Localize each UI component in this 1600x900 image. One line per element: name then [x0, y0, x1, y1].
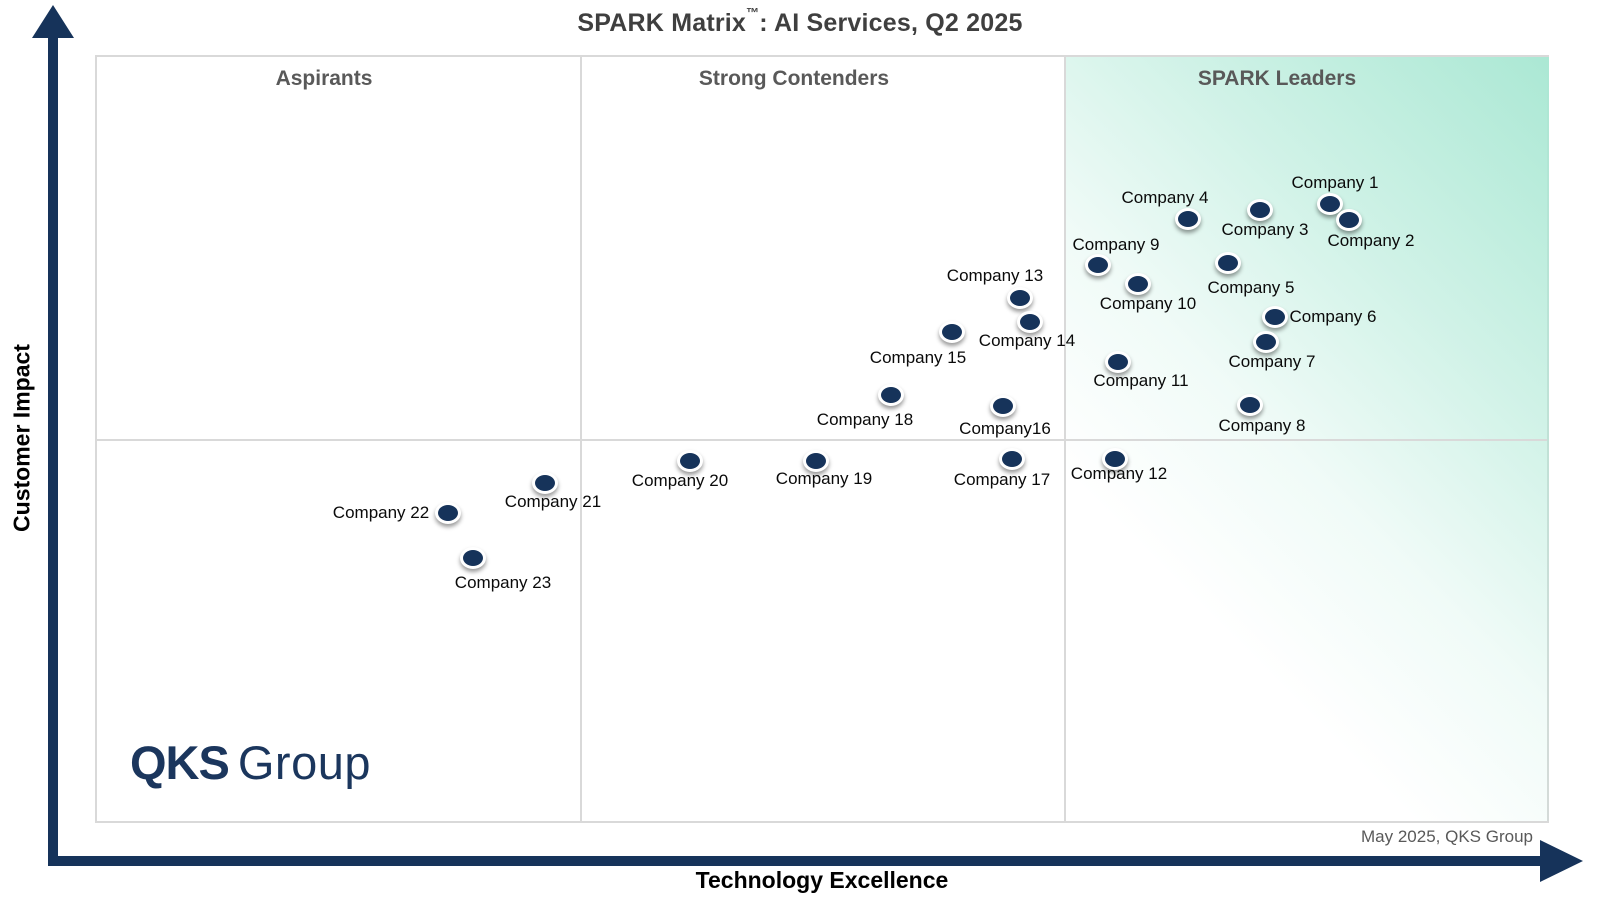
company-dot — [1336, 209, 1362, 231]
company-dot — [1017, 311, 1043, 333]
footer-note: May 2025, QKS Group — [1361, 827, 1533, 846]
y-axis-title: Customer Impact — [8, 344, 35, 532]
quadrant-label-spark-leaders: SPARK Leaders — [1197, 67, 1357, 90]
company-dot — [435, 502, 461, 524]
company-dot — [1247, 199, 1273, 221]
quadrant-midline — [97, 439, 1547, 441]
company-label: Company 9 — [1072, 235, 1160, 254]
logo-text-bold: QKS — [130, 736, 230, 789]
company-dot — [803, 450, 829, 472]
chart-title-rest: : AI Services, Q2 2025 — [759, 9, 1023, 37]
company-label: Company 8 — [1218, 416, 1306, 435]
quadrant-label-strong-contenders: Strong Contenders — [698, 67, 890, 90]
y-axis-line — [48, 34, 58, 866]
company-label: Company 15 — [869, 348, 967, 367]
company-label: Company 2 — [1327, 231, 1415, 250]
company-dot — [1175, 208, 1201, 230]
company-dot — [1215, 252, 1241, 274]
chart-title: SPARK Matrix™: AI Services, Q2 2025 — [0, 5, 1600, 38]
plot-area: Aspirants Strong Contenders SPARK Leader… — [95, 55, 1549, 823]
company-dot — [878, 384, 904, 406]
company-dot — [460, 547, 486, 569]
company-label: Company 21 — [504, 492, 602, 511]
y-axis-arrowhead-icon — [32, 5, 74, 38]
company-label: Company 17 — [953, 470, 1051, 489]
company-label: Company 6 — [1289, 307, 1377, 326]
company-label: Company 14 — [978, 331, 1076, 350]
company-label: Company 20 — [631, 471, 729, 490]
qks-group-logo: QKS Group — [130, 735, 371, 790]
company-dot — [1317, 193, 1343, 215]
company-label: Company 22 — [332, 503, 430, 522]
company-dot — [1102, 448, 1128, 470]
company-label: Company 11 — [1093, 371, 1189, 390]
company-dot — [939, 321, 965, 343]
company-dot — [1253, 331, 1279, 353]
company-label: Company 19 — [775, 469, 873, 488]
company-dot — [1085, 254, 1111, 276]
company-dot — [999, 448, 1025, 470]
chart-title-main: SPARK Matrix — [577, 9, 747, 37]
company-label: Company16 — [959, 419, 1051, 438]
company-label: Company 18 — [816, 410, 914, 429]
x-axis-title: Technology Excellence — [695, 867, 949, 893]
company-dot — [1262, 306, 1288, 328]
x-axis-arrowhead-icon — [1540, 840, 1583, 882]
company-dot — [1237, 394, 1263, 416]
company-label: Company 7 — [1228, 352, 1316, 371]
company-dot — [1125, 273, 1151, 295]
company-label: Company 23 — [454, 573, 552, 592]
company-label: Company 3 — [1221, 220, 1309, 239]
company-label: Company 4 — [1121, 188, 1209, 207]
company-dot — [1007, 287, 1033, 309]
company-dot — [1105, 351, 1131, 373]
company-label: Company 12 — [1070, 464, 1168, 483]
company-dot — [532, 472, 558, 494]
x-axis-line — [48, 856, 1540, 866]
quadrant-label-aspirants: Aspirants — [275, 67, 373, 90]
company-label: Company 10 — [1099, 294, 1197, 313]
company-dot — [990, 395, 1016, 417]
company-label: Company 5 — [1207, 278, 1295, 297]
company-label: Company 1 — [1291, 173, 1379, 192]
company-dot — [677, 450, 703, 472]
trademark-symbol: ™ — [746, 5, 760, 20]
company-label: Company 13 — [946, 266, 1044, 285]
logo-text-light: Group — [237, 736, 371, 789]
